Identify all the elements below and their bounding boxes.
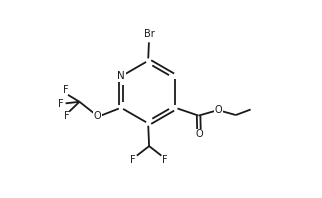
Text: F: F: [58, 99, 64, 109]
Text: F: F: [64, 111, 70, 121]
Text: F: F: [162, 155, 168, 165]
Text: O: O: [214, 105, 222, 115]
Text: O: O: [195, 129, 203, 139]
Text: O: O: [93, 111, 101, 121]
Text: F: F: [63, 86, 69, 95]
Text: N: N: [117, 71, 125, 81]
Text: F: F: [130, 155, 136, 165]
Text: Br: Br: [144, 30, 155, 39]
